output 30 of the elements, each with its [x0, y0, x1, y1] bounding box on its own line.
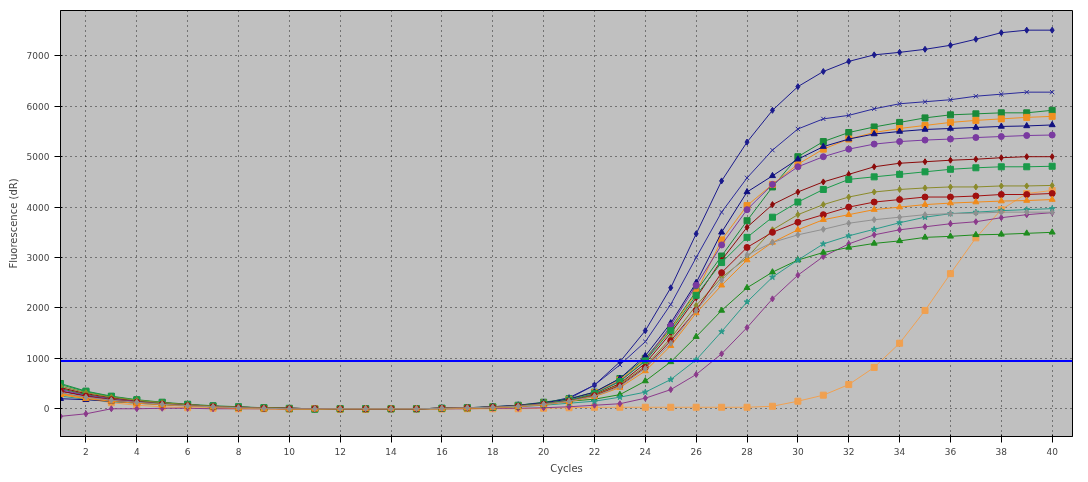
- y-tick-label: 5000: [26, 152, 50, 163]
- x-tick-label: 16: [436, 446, 448, 457]
- y-tick-label: 3000: [26, 253, 50, 264]
- y-tick-label: 0: [43, 404, 50, 415]
- x-tick-label: 20: [537, 446, 550, 457]
- x-axis-title: Cycles: [550, 462, 583, 474]
- x-tick-label: 36: [944, 446, 957, 457]
- x-tick-label: 24: [639, 446, 652, 457]
- x-tick-label: 2: [83, 446, 89, 457]
- y-tick-label: 4000: [26, 202, 50, 213]
- y-tick-label: 6000: [26, 101, 50, 112]
- x-tick-label: 28: [741, 446, 754, 457]
- y-axis-title: Fluorescence (dR): [7, 178, 19, 269]
- y-tick-label: 7000: [26, 51, 50, 62]
- x-tick-label: 18: [487, 446, 499, 457]
- x-tick-label: 32: [843, 446, 855, 457]
- x-tick-label: 6: [184, 446, 191, 457]
- x-tick-label: 22: [588, 446, 601, 457]
- x-tick-label: 40: [1046, 446, 1059, 457]
- x-tick-label: 34: [893, 446, 906, 457]
- y-tick-label: 1000: [26, 353, 50, 364]
- y-tick-label: 2000: [26, 303, 50, 314]
- x-tick-label: 26: [690, 446, 703, 457]
- x-tick-label: 14: [385, 446, 398, 457]
- x-tick-label: 4: [133, 446, 140, 457]
- x-tick-label: 10: [283, 446, 296, 457]
- x-tick-label: 38: [995, 446, 1008, 457]
- x-tick-label: 8: [235, 446, 242, 457]
- x-tick-label: 12: [334, 446, 346, 457]
- x-tick-label: 30: [792, 446, 804, 457]
